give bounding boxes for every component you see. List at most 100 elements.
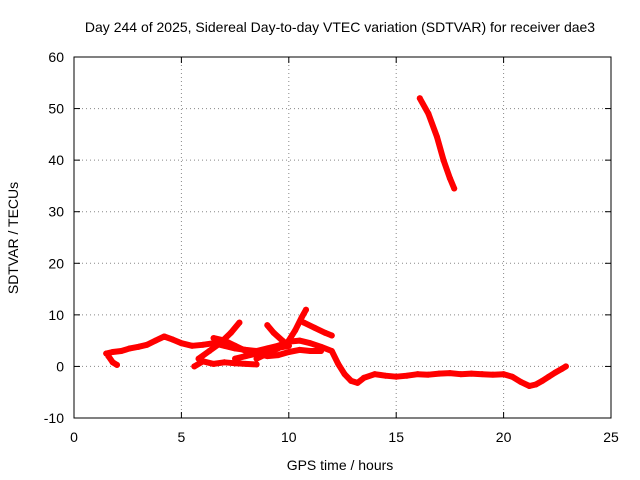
data-point xyxy=(221,359,228,366)
data-point xyxy=(354,379,361,386)
x-tick-label: 10 xyxy=(281,429,297,445)
data-point xyxy=(169,336,176,343)
data-point xyxy=(264,350,271,357)
data-point xyxy=(509,373,516,380)
data-point xyxy=(562,363,569,370)
data-point xyxy=(135,343,142,350)
data-point xyxy=(532,381,539,388)
data-point xyxy=(552,369,559,376)
data-point xyxy=(539,377,546,384)
data-point xyxy=(232,342,239,349)
data-point xyxy=(232,360,239,367)
data-point xyxy=(105,353,112,360)
series-branch-7 xyxy=(264,322,292,349)
data-point xyxy=(264,322,271,329)
data-point xyxy=(113,361,120,368)
data-point xyxy=(152,337,159,344)
data-point xyxy=(285,337,292,344)
y-tick-label: 20 xyxy=(48,255,64,271)
data-point xyxy=(545,373,552,380)
data-point xyxy=(371,371,378,378)
data-point xyxy=(425,371,432,378)
data-point xyxy=(414,371,421,378)
y-tick-label: 60 xyxy=(48,49,64,65)
x-tick-label: 20 xyxy=(496,429,512,445)
data-point xyxy=(189,342,196,349)
data-point xyxy=(300,319,307,326)
data-point xyxy=(292,327,299,334)
y-tick-label: 40 xyxy=(48,152,64,168)
data-point xyxy=(296,346,303,353)
chart-title: Day 244 of 2025, Sidereal Day-to-day VTE… xyxy=(85,19,595,35)
data-point xyxy=(318,347,325,354)
y-axis-label: SDTVAR / TECUs xyxy=(5,182,21,294)
data-point xyxy=(457,371,464,378)
data-point xyxy=(253,361,260,368)
data-point xyxy=(416,95,423,102)
data-point xyxy=(500,371,507,378)
y-tick-label: 0 xyxy=(56,358,64,374)
data-point xyxy=(328,332,335,339)
data-point xyxy=(335,360,342,367)
data-point xyxy=(191,363,198,370)
data-point xyxy=(210,360,217,367)
data-point xyxy=(126,345,133,352)
data-point xyxy=(161,333,168,340)
data-point xyxy=(440,157,447,164)
y-tick-label: 30 xyxy=(48,204,64,220)
x-axis-label: GPS time / hours xyxy=(287,457,394,473)
data-point xyxy=(451,185,458,192)
data-point xyxy=(393,373,400,380)
data-point xyxy=(144,341,151,348)
data-point xyxy=(253,355,260,362)
x-tick-label: 0 xyxy=(70,429,78,445)
data-point xyxy=(227,329,234,336)
data-point xyxy=(195,355,202,362)
data-point xyxy=(275,345,282,352)
axis-ticks: 0 5 10 15 20 25 -10 0 10 20 30 40 50 60 xyxy=(44,49,619,445)
x-tick-label: 25 xyxy=(603,429,619,445)
data-point xyxy=(279,337,286,344)
data-point xyxy=(307,347,314,354)
x-tick-label: 15 xyxy=(388,429,404,445)
data-point xyxy=(489,371,496,378)
data-point xyxy=(242,360,249,367)
data-point xyxy=(232,355,239,362)
series-upper-track xyxy=(416,95,458,192)
series-branch-9 xyxy=(300,319,335,339)
data-point xyxy=(178,340,185,347)
y-tick-label: -10 xyxy=(44,410,64,426)
data-point xyxy=(468,370,475,377)
data-point xyxy=(526,383,533,390)
y-tick-label: 10 xyxy=(48,307,64,323)
x-tick-label: 5 xyxy=(178,429,186,445)
data-point xyxy=(446,175,453,182)
data-point xyxy=(360,374,367,381)
data-point xyxy=(109,348,116,355)
data-point xyxy=(199,341,206,348)
data-point xyxy=(322,329,329,336)
data-point xyxy=(446,370,453,377)
data-point xyxy=(242,347,249,354)
data-point xyxy=(307,340,314,347)
y-tick-label: 50 xyxy=(48,101,64,117)
data-point xyxy=(296,337,303,344)
data-point xyxy=(403,372,410,379)
data-point xyxy=(221,337,228,344)
data-point xyxy=(206,347,213,354)
data-point xyxy=(382,372,389,379)
data-point xyxy=(328,347,335,354)
data-point xyxy=(285,342,292,349)
data-point xyxy=(285,348,292,355)
grid-lines xyxy=(74,57,611,418)
data-point xyxy=(348,377,355,384)
data-point xyxy=(434,133,441,140)
data-point xyxy=(210,335,217,342)
data-point xyxy=(425,110,432,117)
data-point xyxy=(236,319,243,326)
data-point xyxy=(436,370,443,377)
data-series xyxy=(103,95,569,390)
data-point xyxy=(311,324,318,331)
data-point xyxy=(517,378,524,385)
